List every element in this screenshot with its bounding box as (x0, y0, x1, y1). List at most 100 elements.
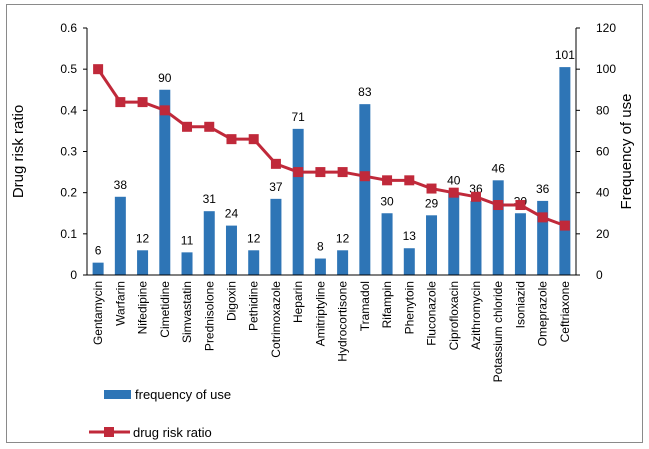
bar (314, 258, 326, 275)
risk-ratio-line (96, 68, 566, 228)
legend-line-label: drug risk ratio (133, 425, 212, 440)
bar-data-label: 40 (447, 174, 461, 188)
line-marker (493, 200, 504, 211)
bar-data-label: 46 (492, 161, 506, 175)
bar-data-label: 30 (380, 194, 394, 208)
category-labels: Gentamycin Warfarin Nifedipine Cimetidine Si… (91, 281, 572, 383)
bar-data-label: 36 (536, 182, 550, 196)
bar (292, 128, 304, 275)
line-marker (315, 167, 326, 178)
category-label: Warfarin (113, 281, 127, 326)
bar (559, 67, 571, 275)
bar (337, 250, 349, 275)
bar-data-label: 12 (136, 231, 150, 245)
right-tick-label: 20 (596, 227, 610, 241)
line-marker (159, 105, 170, 116)
category-label: Ceftriaxone (558, 281, 572, 343)
left-axis-ticks: 0 0.1 0.2 0.3 0.4 0.5 0.6 (60, 21, 87, 282)
bar (537, 200, 549, 275)
right-axis-ticks: 0 20 40 60 80 100 120 (576, 21, 616, 282)
category-label: Hydrocortisone (336, 281, 350, 362)
bar (248, 250, 260, 275)
bar (514, 213, 526, 275)
bar-series (92, 67, 571, 276)
category-label: Heparin (291, 281, 305, 323)
category-label: Amitriptyline (313, 281, 327, 347)
bar-data-label: 11 (181, 233, 194, 247)
line-marker (115, 97, 126, 108)
line-marker (515, 200, 526, 211)
bar (92, 262, 104, 275)
bar (492, 180, 504, 275)
bar-data-label: 83 (358, 85, 372, 99)
bar-data-label: 29 (425, 196, 439, 210)
bar-data-label: 6 (95, 244, 102, 258)
left-axis-title: Drug risk ratio (10, 105, 27, 198)
bar (448, 192, 460, 275)
bar (114, 196, 126, 275)
bar (270, 198, 282, 275)
left-tick-label: 0 (70, 268, 77, 282)
line-marker (382, 175, 393, 186)
left-tick-label: 0.1 (60, 227, 77, 241)
left-tick-label: 0.3 (60, 145, 77, 159)
line-marker (404, 175, 415, 186)
right-tick-label: 120 (596, 21, 616, 35)
bar-data-label: 37 (269, 180, 283, 194)
bar (181, 252, 193, 275)
line-marker (270, 158, 281, 169)
category-label: Isoniazid (513, 281, 527, 328)
category-label: Phenytoin (402, 281, 416, 334)
bar (159, 89, 171, 275)
category-label: Ciprofloxacin (447, 281, 461, 350)
line-marker (204, 121, 215, 132)
line-marker (448, 187, 459, 198)
line-marker (93, 64, 104, 75)
category-label: Nifedipine (136, 281, 150, 335)
legend-bar-swatch (104, 390, 131, 399)
right-tick-label: 40 (596, 186, 610, 200)
bar-data-label: 71 (291, 110, 305, 124)
bar-data-label: 90 (158, 71, 172, 85)
left-tick-label: 0.2 (60, 186, 77, 200)
category-label: Simvastatin (180, 281, 194, 343)
line-marker (359, 171, 370, 182)
legend-bar-label: frequency of use (135, 387, 231, 402)
line-marker (293, 167, 304, 178)
left-tick-label: 0.5 (60, 62, 77, 76)
line-marker (182, 121, 193, 132)
line-series (93, 64, 570, 231)
line-marker (337, 167, 348, 178)
category-label: Gentamycin (91, 281, 105, 345)
line-marker (537, 212, 548, 223)
line-marker (137, 97, 148, 108)
bar-data-label: 24 (225, 207, 239, 221)
bar-data-label: 101 (555, 48, 575, 62)
left-tick-label: 0.6 (60, 21, 77, 35)
bar (203, 211, 215, 275)
line-marker (248, 134, 259, 145)
category-label: Rifampin (380, 281, 394, 328)
bar (381, 213, 393, 275)
right-tick-label: 60 (596, 145, 610, 159)
legend: frequency of use drug risk ratio (89, 387, 231, 440)
category-label: Fluconazole (425, 281, 439, 346)
bar (470, 200, 482, 275)
right-tick-label: 100 (596, 62, 616, 76)
line-marker (559, 220, 570, 231)
bar (137, 250, 149, 275)
right-tick-label: 0 (596, 268, 603, 282)
right-axis-title: Frequency of use (618, 94, 635, 210)
bar (426, 215, 438, 275)
category-label: Potassium chloride (491, 281, 505, 383)
category-label: Cimetidine (158, 281, 172, 338)
category-label: Azithromycin (469, 281, 483, 350)
line-marker (426, 183, 437, 194)
category-label: Prednisolone (202, 281, 216, 351)
line-marker (470, 191, 481, 202)
bar-data-label: 12 (336, 231, 350, 245)
bar (359, 104, 371, 276)
bar (403, 248, 415, 275)
left-tick-label: 0.4 (60, 103, 77, 117)
bar-data-label: 13 (403, 229, 417, 243)
